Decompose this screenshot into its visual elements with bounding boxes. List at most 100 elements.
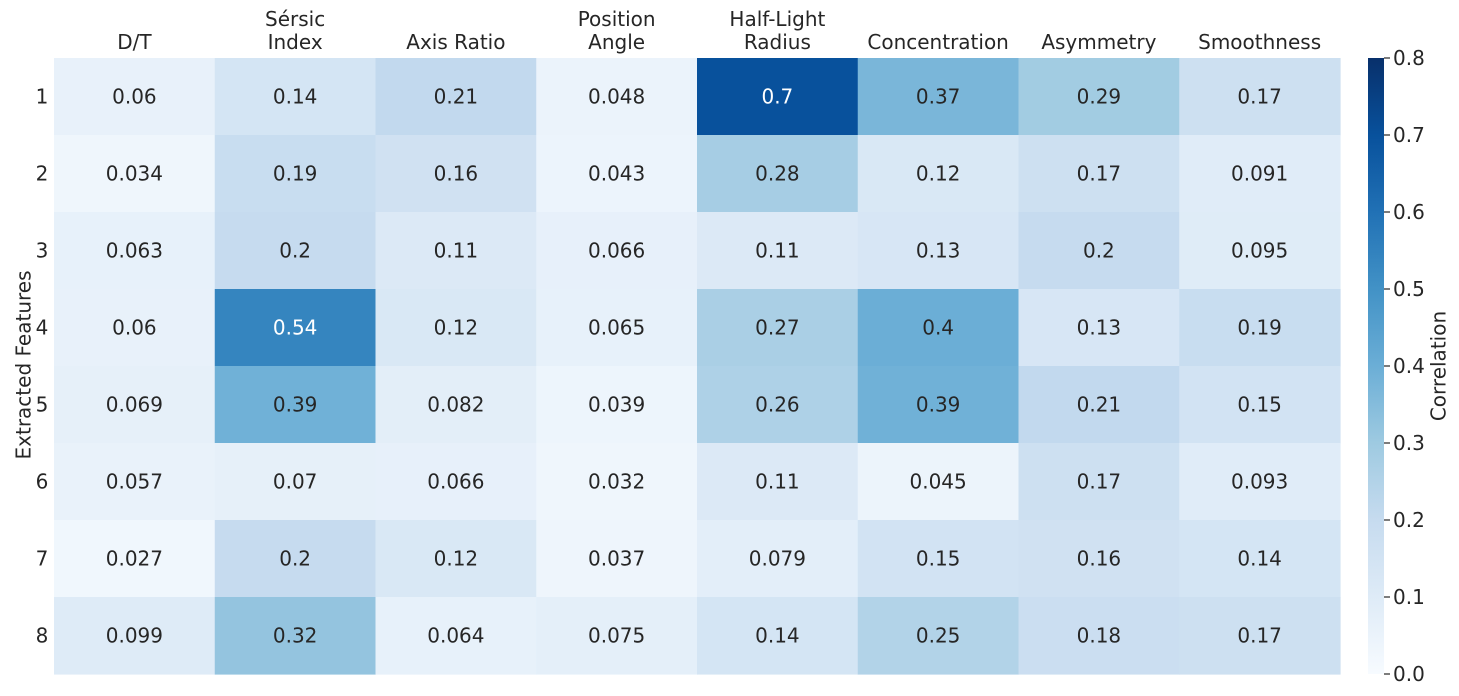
heatmap-cell bbox=[857, 212, 1020, 290]
heatmap-cell bbox=[54, 135, 216, 213]
cell-value-label: 0.17 bbox=[1237, 85, 1282, 109]
column-label: Sérsic bbox=[265, 7, 325, 31]
heatmap-cell bbox=[857, 135, 1020, 213]
cell-value-label: 0.2 bbox=[279, 547, 311, 571]
cell-value-label: 0.39 bbox=[916, 393, 961, 417]
heatmap-cell bbox=[375, 443, 537, 521]
y-axis-label: Extracted Features bbox=[12, 271, 36, 460]
cell-value-label: 0.039 bbox=[588, 393, 645, 417]
row-label: 4 bbox=[36, 316, 49, 340]
cell-value-label: 0.064 bbox=[427, 624, 484, 648]
heatmap-cell bbox=[697, 289, 859, 367]
heatmap-cell bbox=[54, 366, 216, 444]
heatmap-cell bbox=[214, 212, 377, 290]
heatmap-cell bbox=[1018, 135, 1180, 213]
heatmap-cell-labels: 0.06 0.14 0.21 0.048 0.7 0.37 0.29 0.17 0.034 0.1… bbox=[106, 85, 1289, 648]
heatmap-cell bbox=[54, 289, 216, 367]
heatmap-cell bbox=[214, 289, 377, 367]
colorbar-tick-label: 0.1 bbox=[1393, 585, 1425, 609]
cell-value-label: 0.12 bbox=[434, 316, 479, 340]
cell-value-label: 0.069 bbox=[106, 393, 163, 417]
column-label: Smoothness bbox=[1198, 30, 1321, 54]
cell-value-label: 0.063 bbox=[106, 239, 163, 263]
heatmap-cell bbox=[375, 58, 537, 136]
cell-value-label: 0.16 bbox=[1077, 547, 1122, 571]
heatmap-cell bbox=[697, 135, 859, 213]
heatmap-cell bbox=[214, 443, 377, 521]
heatmap-cell bbox=[536, 289, 698, 367]
row-label: 7 bbox=[36, 547, 49, 571]
cell-value-label: 0.043 bbox=[588, 162, 645, 186]
heatmap-cell bbox=[697, 58, 859, 136]
heatmap-cell bbox=[697, 366, 859, 444]
heatmap-cell bbox=[1179, 135, 1341, 213]
cell-value-label: 0.16 bbox=[434, 162, 479, 186]
cell-value-label: 0.082 bbox=[427, 393, 484, 417]
row-label: 5 bbox=[36, 393, 49, 417]
heatmap-cell bbox=[1179, 443, 1341, 521]
cell-value-label: 0.32 bbox=[273, 624, 318, 648]
colorbar-tick-label: 0.6 bbox=[1393, 200, 1425, 224]
heatmap-cell bbox=[214, 520, 377, 598]
colorbar-tick-label: 0.8 bbox=[1393, 46, 1425, 70]
heatmap-cell bbox=[536, 135, 698, 213]
cell-value-label: 0.11 bbox=[755, 470, 800, 494]
heatmap-cell bbox=[214, 366, 377, 444]
row-label: 3 bbox=[36, 239, 49, 263]
heatmap-cell bbox=[536, 597, 698, 675]
heatmap-cell bbox=[857, 597, 1020, 675]
cell-value-label: 0.17 bbox=[1077, 162, 1122, 186]
heatmap-cell bbox=[1018, 520, 1180, 598]
cell-value-label: 0.13 bbox=[916, 239, 961, 263]
column-label: Angle bbox=[588, 30, 645, 54]
row-label: 1 bbox=[36, 85, 49, 109]
cell-value-label: 0.06 bbox=[112, 85, 157, 109]
cell-value-label: 0.12 bbox=[916, 162, 961, 186]
cell-value-label: 0.099 bbox=[106, 624, 163, 648]
heatmap-cell bbox=[697, 443, 859, 521]
heatmap-cell bbox=[375, 289, 537, 367]
cell-value-label: 0.066 bbox=[427, 470, 484, 494]
heatmap-cell bbox=[214, 135, 377, 213]
heatmap-cell bbox=[1018, 58, 1180, 136]
cell-value-label: 0.11 bbox=[434, 239, 479, 263]
row-label: 6 bbox=[36, 470, 49, 494]
cell-value-label: 0.15 bbox=[1237, 393, 1282, 417]
cell-value-label: 0.066 bbox=[588, 239, 645, 263]
heatmap-cell bbox=[857, 443, 1020, 521]
column-label: Index bbox=[268, 30, 323, 54]
cell-value-label: 0.075 bbox=[588, 624, 645, 648]
heatmap-cell bbox=[1018, 443, 1180, 521]
heatmap-cell bbox=[214, 58, 377, 136]
cell-value-label: 0.25 bbox=[916, 624, 961, 648]
cell-value-label: 0.057 bbox=[106, 470, 163, 494]
cell-value-label: 0.2 bbox=[1083, 239, 1115, 263]
column-label: Axis Ratio bbox=[406, 30, 505, 54]
heatmap-cell bbox=[536, 58, 698, 136]
heatmap-cell bbox=[857, 58, 1020, 136]
cell-value-label: 0.29 bbox=[1077, 85, 1122, 109]
cell-value-label: 0.034 bbox=[106, 162, 163, 186]
colorbar-gradient bbox=[1368, 58, 1384, 674]
cell-value-label: 0.037 bbox=[588, 547, 645, 571]
cell-value-label: 0.11 bbox=[755, 239, 800, 263]
heatmap-cell bbox=[1018, 212, 1180, 290]
cell-value-label: 0.21 bbox=[434, 85, 479, 109]
column-label: Position bbox=[578, 7, 656, 31]
cell-value-label: 0.4 bbox=[922, 316, 954, 340]
row-labels: 1 2 3 4 5 6 7 8 bbox=[36, 85, 49, 648]
column-label: Half-Light bbox=[729, 7, 825, 31]
cell-value-label: 0.19 bbox=[1237, 316, 1282, 340]
colorbar-tick-label: 0.7 bbox=[1393, 123, 1425, 147]
cell-value-label: 0.032 bbox=[588, 470, 645, 494]
heatmap-cell bbox=[375, 366, 537, 444]
cell-value-label: 0.07 bbox=[273, 470, 318, 494]
cell-value-label: 0.093 bbox=[1231, 470, 1288, 494]
cell-value-label: 0.19 bbox=[273, 162, 318, 186]
heatmap-cell bbox=[1179, 212, 1341, 290]
heatmap-cell bbox=[536, 366, 698, 444]
heatmap-cell bbox=[375, 212, 537, 290]
heatmap-cell bbox=[536, 443, 698, 521]
heatmap-cell bbox=[54, 520, 216, 598]
